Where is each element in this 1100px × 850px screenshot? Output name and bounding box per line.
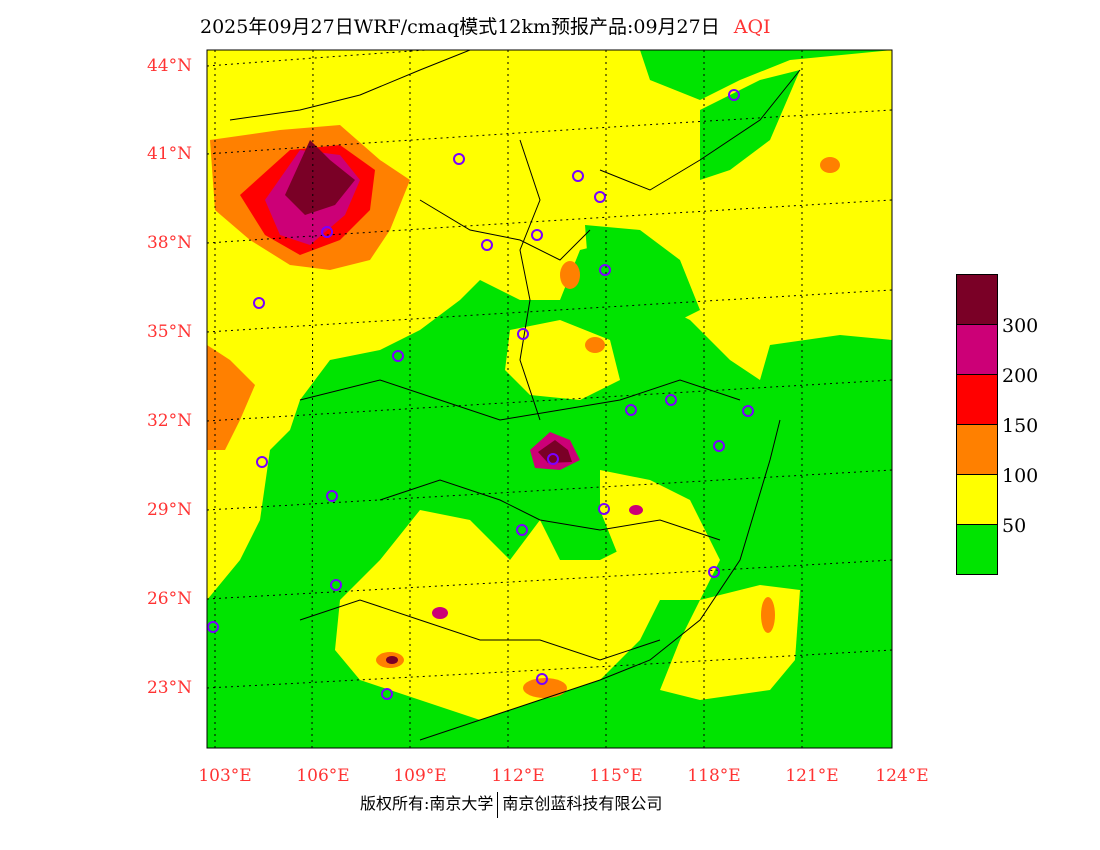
legend-swatch <box>957 424 997 474</box>
lon-label: 115°E <box>589 766 643 786</box>
divider <box>497 791 499 818</box>
lat-label: 26°N <box>146 589 192 609</box>
variable-label: AQI <box>733 16 771 38</box>
hotspot <box>386 656 398 664</box>
legend-label: 50 <box>1002 515 1027 537</box>
aqi-0-50-bohai <box>585 225 700 330</box>
lon-label: 112°E <box>491 766 545 786</box>
aqi-300-inner-mongolia <box>285 140 355 215</box>
lon-label: 109°E <box>393 766 447 786</box>
copyright-footer: 版权所有:南京大学 南京创蓝科技有限公司 <box>360 790 662 818</box>
hotspot <box>629 505 643 515</box>
aqi-300-wuhan <box>538 440 572 463</box>
lat-label: 38°N <box>146 233 192 253</box>
color-legend <box>956 274 998 575</box>
legend-swatch <box>957 474 997 524</box>
lon-label: 118°E <box>687 766 741 786</box>
lat-label: 29°N <box>146 500 192 520</box>
lon-label: 121°E <box>785 766 839 786</box>
province-borders <box>229 50 801 741</box>
hotspot <box>432 607 448 619</box>
hotspot <box>523 678 567 698</box>
lon-label: 124°E <box>875 766 929 786</box>
aqi-50-100-southeast <box>600 470 720 600</box>
legend-label: 100 <box>1002 465 1039 487</box>
copyright-left: 版权所有:南京大学 <box>360 794 494 813</box>
lat-label: 32°N <box>146 411 192 431</box>
map-frame <box>206 49 893 749</box>
legend-swatch <box>957 524 997 574</box>
lat-label: 23°N <box>146 678 192 698</box>
legend-label: 150 <box>1002 415 1039 437</box>
legend-swatch <box>957 374 997 424</box>
lat-label: 41°N <box>146 144 192 164</box>
lon-label: 106°E <box>296 766 350 786</box>
hotspot <box>585 337 605 353</box>
aqi-0-50-northeast <box>700 70 800 180</box>
aqi-100-150-west <box>207 345 255 450</box>
legend-swatch <box>957 275 997 324</box>
legend-label: 200 <box>1002 365 1039 387</box>
legend-label: 300 <box>1002 315 1039 337</box>
hotspot <box>761 597 775 633</box>
copyright-right: 南京创蓝科技有限公司 <box>502 794 663 813</box>
city-markers <box>207 89 754 700</box>
legend-swatch <box>957 324 997 374</box>
lon-label: 103°E <box>198 766 252 786</box>
lat-label: 35°N <box>146 322 192 342</box>
lat-label: 44°N <box>146 56 192 76</box>
hotspot <box>560 261 580 289</box>
map-title: 2025年09月27日WRF/cmaq模式12km预报产品:09月27日 AQI <box>200 12 771 39</box>
title-text: 2025年09月27日WRF/cmaq模式12km预报产品:09月27日 <box>200 16 720 38</box>
graticule <box>207 50 892 748</box>
hotspot <box>820 157 840 173</box>
